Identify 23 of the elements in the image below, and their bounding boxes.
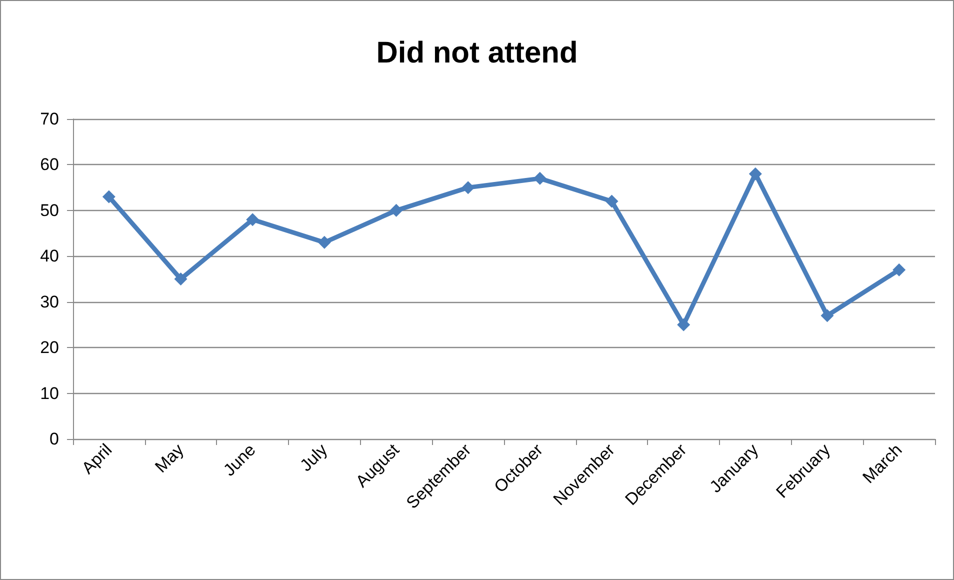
point bbox=[820, 309, 834, 322]
point bbox=[892, 263, 906, 276]
point bbox=[318, 236, 331, 249]
point bbox=[748, 167, 762, 180]
point bbox=[677, 318, 690, 332]
y-tick-label: 70 bbox=[40, 110, 59, 128]
x-tick-label: July bbox=[296, 440, 332, 476]
point bbox=[605, 194, 618, 208]
y-tick-label: 30 bbox=[40, 292, 59, 312]
y-tick-label: 40 bbox=[40, 246, 59, 266]
point bbox=[174, 272, 188, 286]
point bbox=[390, 204, 403, 217]
y-tick-label: 0 bbox=[50, 430, 59, 448]
point bbox=[102, 190, 116, 204]
y-tick-label: 10 bbox=[40, 384, 59, 403]
x-tick-label: May bbox=[151, 440, 188, 476]
point bbox=[533, 172, 546, 185]
y-tick-label: 60 bbox=[40, 155, 59, 174]
chart-title: Did not attend bbox=[376, 36, 578, 70]
y-tick-label: 20 bbox=[40, 338, 59, 358]
y-tick-label: 50 bbox=[40, 200, 59, 220]
point bbox=[246, 213, 260, 226]
point bbox=[462, 181, 475, 194]
